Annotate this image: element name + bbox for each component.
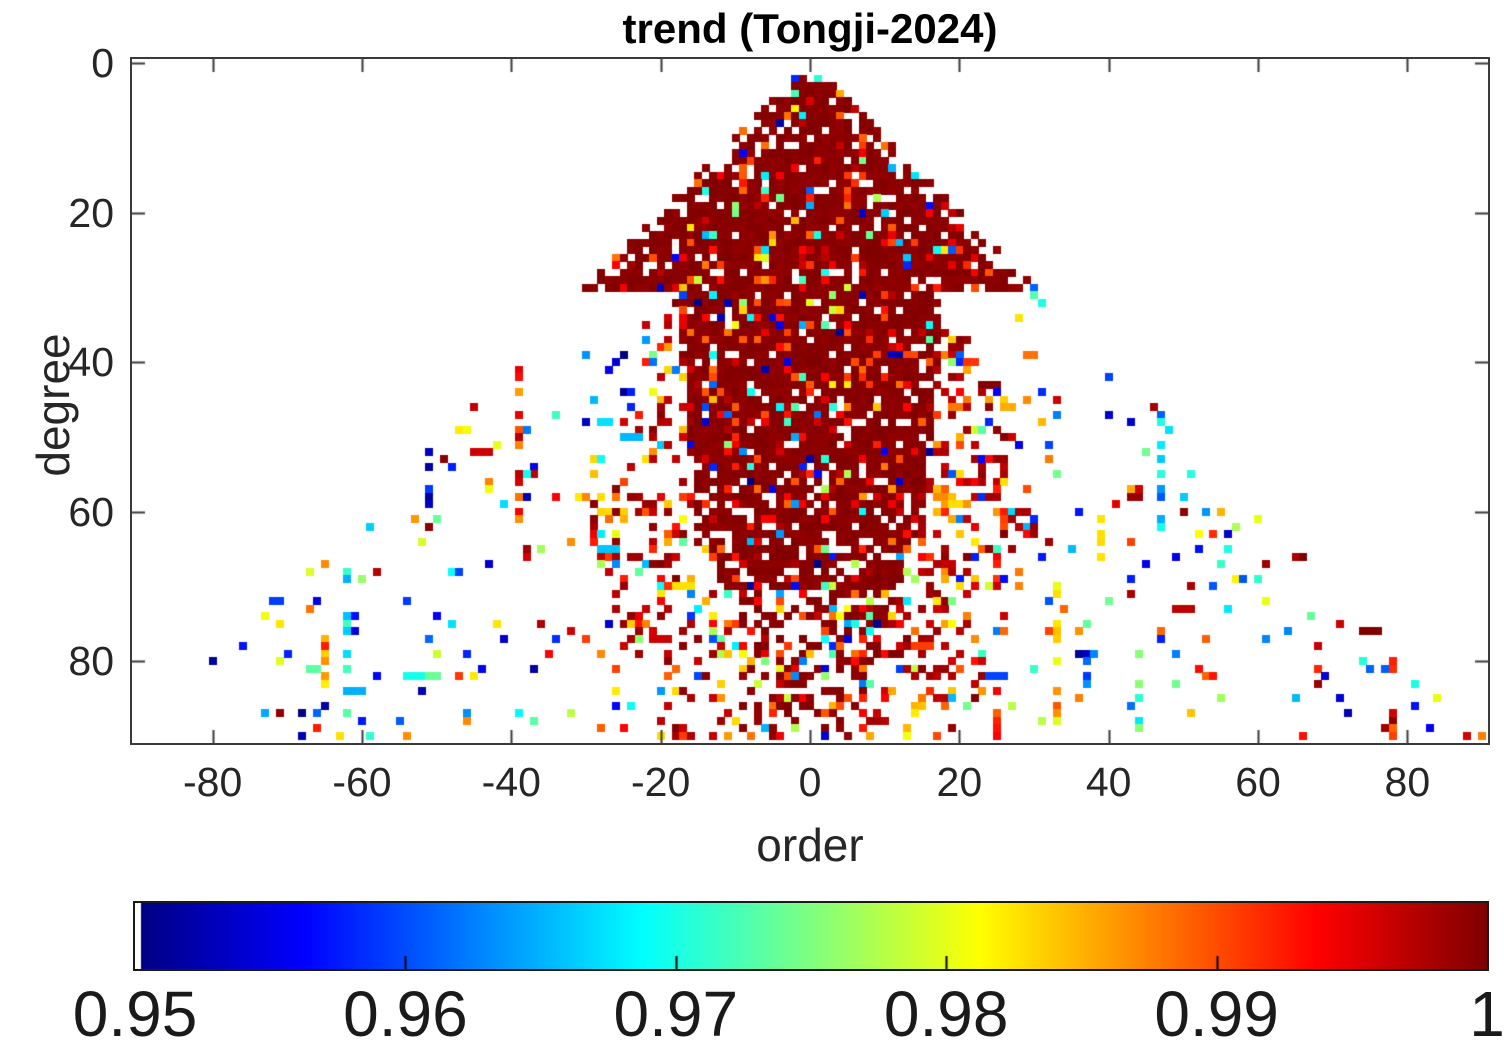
plot-area	[130, 57, 1490, 745]
y-tick-label: 0	[91, 40, 114, 87]
x-tick-label: 20	[936, 759, 983, 805]
x-axis-label: order	[756, 819, 864, 871]
scatter-canvas	[132, 59, 1488, 743]
y-axis-label: degree	[27, 333, 79, 477]
colorbar-tick-label: 0.95	[72, 978, 198, 1050]
colorbar-tick-label: 1	[1469, 978, 1504, 1050]
chart-title: trend (Tongji-2024)	[622, 5, 998, 52]
colorbar-tick-label: 0.97	[613, 978, 739, 1050]
x-tick-label: 80	[1384, 759, 1431, 805]
x-tick-label: -60	[332, 759, 392, 805]
x-tick-label: -80	[183, 759, 243, 805]
colorbar-tick-label: 0.98	[883, 978, 1009, 1050]
x-tick-label: -40	[481, 759, 541, 805]
x-tick-label: 40	[1085, 759, 1132, 805]
colorbar-tick-label: 0.99	[1154, 978, 1279, 1050]
y-tick-label: 20	[68, 189, 114, 236]
y-tick-label: 80	[68, 637, 114, 684]
x-tick-label: -20	[631, 759, 691, 805]
x-tick-label: 60	[1235, 759, 1281, 805]
colorbar-tick-label: 0.96	[343, 978, 468, 1050]
y-tick-label: 40	[68, 339, 114, 386]
y-tick-label: 60	[68, 488, 114, 535]
colorbar-gradient-canvas	[135, 903, 1487, 969]
x-tick-label: 0	[798, 759, 822, 805]
colorbar	[133, 901, 1489, 971]
